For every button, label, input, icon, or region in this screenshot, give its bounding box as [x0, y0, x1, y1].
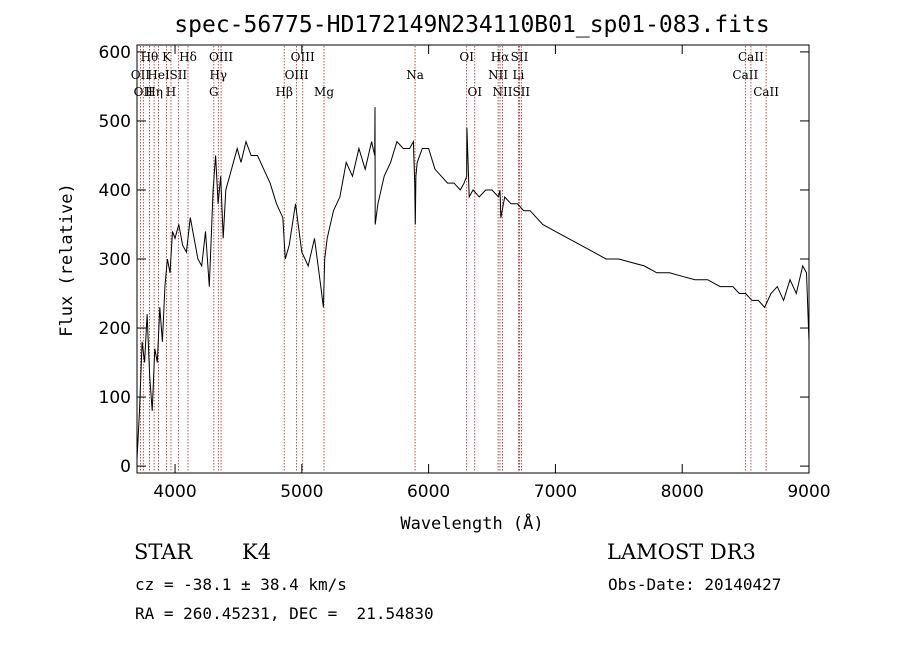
line-marker-label-18: OI — [467, 85, 482, 99]
x-tick-label-0: 4000 — [153, 482, 196, 502]
line-marker-label-3: Hη — [145, 85, 163, 99]
line-marker-label-4: HeI — [147, 68, 170, 82]
flux-series-line — [136, 107, 810, 460]
x-tick-label-3: 7000 — [534, 482, 577, 502]
y-axis-ticks: 0 100 200 300 400 500 600 — [99, 43, 809, 477]
x-tick-label-4: 8000 — [661, 482, 704, 502]
emission-line-labels: OII OII Hθ Hη HeI K H SII Hδ G Hγ OIII Hβ OIII OIII Mg N… — [131, 50, 780, 99]
y-tick-label-0: 0 — [120, 457, 131, 477]
line-marker-label-1: OII — [134, 85, 154, 99]
line-marker-label-9: G — [209, 85, 219, 99]
line-marker-label-21: NII — [493, 85, 513, 99]
obs-date: Obs-Date: 20140427 — [608, 575, 782, 594]
line-marker-label-24: SII — [512, 85, 530, 99]
survey-name: LAMOST DR3 — [607, 540, 756, 564]
y-tick-label-3: 300 — [99, 250, 131, 270]
line-marker-label-23: SII — [511, 50, 529, 64]
line-marker-label-8: Hδ — [179, 50, 197, 64]
line-marker-label-5: K — [162, 50, 172, 64]
spectral-subclass: K4 — [242, 540, 272, 564]
line-marker-label-2: Hθ — [141, 50, 159, 64]
y-tick-label-6: 600 — [99, 43, 131, 63]
line-marker-label-15: Mg — [314, 85, 334, 99]
y-tick-label-2: 200 — [99, 319, 131, 339]
line-marker-label-17: OI — [459, 50, 474, 64]
emission-line-markers — [140, 46, 767, 472]
plot-frame — [136, 44, 810, 474]
line-marker-label-14: OIII — [291, 50, 315, 64]
line-marker-label-11: OIII — [209, 50, 233, 64]
line-marker-label-26: CaII — [738, 50, 764, 64]
x-tick-label-5: 9000 — [787, 482, 830, 502]
line-marker-label-25: CaII — [732, 68, 758, 82]
line-marker-label-10: Hγ — [209, 68, 227, 82]
line-marker-label-6: H — [166, 85, 176, 99]
object-class: STAR — [134, 540, 193, 564]
x-axis-ticks: 4000 5000 6000 7000 8000 9000 — [153, 45, 831, 502]
y-tick-label-1: 100 — [99, 388, 131, 408]
y-tick-label-4: 400 — [99, 181, 131, 201]
coordinates: RA = 260.45231, DEC = 21.54830 — [135, 604, 434, 623]
line-marker-label-16: Na — [406, 68, 424, 82]
x-tick-label-1: 5000 — [280, 482, 323, 502]
line-marker-label-12: Hβ — [276, 85, 293, 99]
x-tick-label-2: 6000 — [407, 482, 450, 502]
redshift-readout: cz = -38.1 ± 38.4 km/s — [135, 575, 347, 594]
line-marker-label-27: CaII — [753, 85, 779, 99]
line-marker-label-13: OIII — [285, 68, 309, 82]
line-marker-label-19: NII — [488, 68, 508, 82]
chart-title: spec-56775-HD172149N234110B01_sp01-083.f… — [174, 12, 769, 38]
line-marker-label-7: SII — [169, 68, 187, 82]
line-marker-label-0: OII — [131, 68, 151, 82]
line-marker-label-22: Li — [512, 68, 524, 82]
y-tick-label-5: 500 — [99, 112, 131, 132]
line-marker-label-20: Hα — [491, 50, 510, 64]
x-axis-label: Wavelength (Å) — [400, 512, 543, 534]
y-axis-label: Flux (relative) — [57, 183, 77, 337]
